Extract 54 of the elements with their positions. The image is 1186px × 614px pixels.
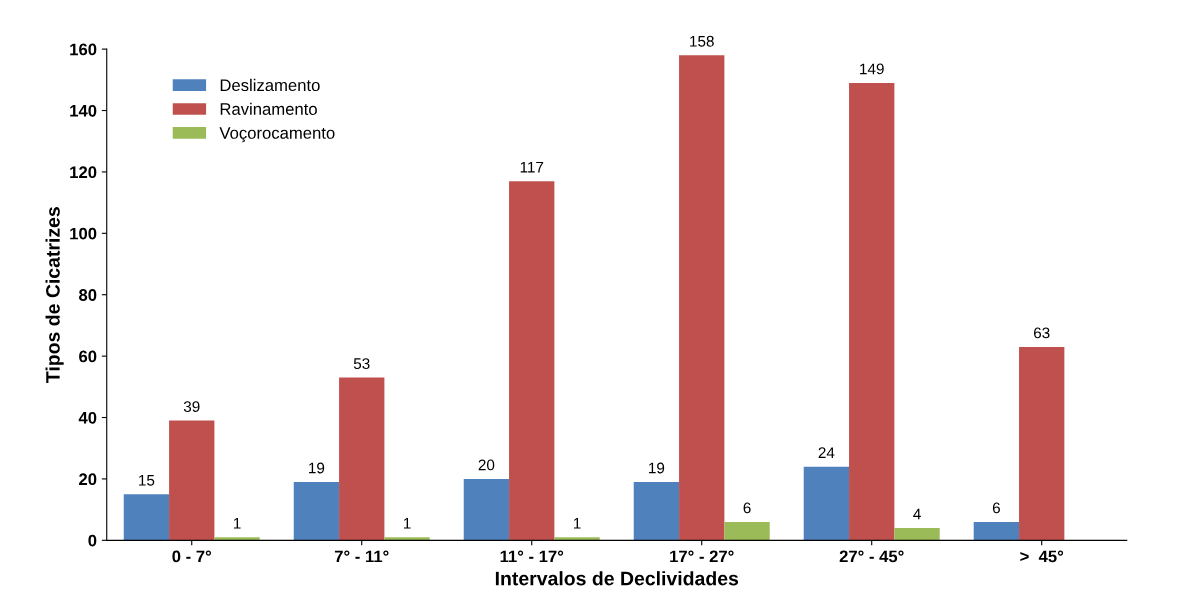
bar xyxy=(724,521,770,541)
data-label: 6 xyxy=(992,502,1000,514)
y-tick-label: 0 xyxy=(88,534,97,547)
bar xyxy=(849,82,895,541)
data-label: 24 xyxy=(818,447,835,458)
y-tick-label: 140 xyxy=(70,104,97,117)
data-label: 1 xyxy=(403,518,411,529)
bar xyxy=(384,537,430,541)
x-tick-label: 0 - 7° xyxy=(172,550,212,563)
data-label: 19 xyxy=(649,462,665,474)
x-tick-label: 27° - 45° xyxy=(839,550,904,563)
x-tick-label: > 45° xyxy=(1020,550,1064,563)
data-label: 20 xyxy=(478,459,495,471)
legend-label: Ravinamento xyxy=(220,102,317,115)
data-label: 1 xyxy=(573,518,581,529)
bar xyxy=(293,481,340,541)
y-tick-label: 160 xyxy=(70,43,97,56)
legend-label: Deslizamento xyxy=(220,78,320,92)
data-label: 15 xyxy=(139,475,155,486)
bar xyxy=(169,420,215,541)
x-tick-label: 17° - 27° xyxy=(670,550,734,563)
data-label: 19 xyxy=(309,462,325,474)
x-tick-label: 11° - 17° xyxy=(500,550,564,563)
data-label: 63 xyxy=(1033,327,1050,339)
data-label: 53 xyxy=(353,358,370,370)
bar xyxy=(894,528,940,541)
bar xyxy=(463,478,510,541)
data-label: 149 xyxy=(860,63,884,75)
y-tick-label: 20 xyxy=(79,473,97,486)
bar xyxy=(1019,346,1065,541)
bar xyxy=(554,537,600,541)
x-tick-label: 7° - 11° xyxy=(334,550,389,563)
legend-label: Voçorocamento xyxy=(219,127,335,143)
data-label: 6 xyxy=(743,502,751,514)
bar xyxy=(973,521,1020,541)
bar xyxy=(633,481,680,541)
bar xyxy=(679,55,725,541)
data-label: 158 xyxy=(690,35,714,47)
x-axis-title: Intervalos de Declividades xyxy=(495,571,739,586)
data-label: 4 xyxy=(913,508,921,520)
y-tick-label: 60 xyxy=(79,350,97,363)
y-tick-label: 40 xyxy=(78,411,97,424)
bar xyxy=(509,181,555,541)
y-axis-title: Tipos de Cicatrizes xyxy=(45,207,64,383)
bar xyxy=(339,377,385,541)
bar xyxy=(214,537,260,541)
y-tick-label: 80 xyxy=(79,289,97,301)
bar xyxy=(123,494,170,541)
y-tick-label: 100 xyxy=(70,227,97,240)
data-label: 39 xyxy=(183,401,200,413)
bar xyxy=(803,466,850,541)
data-label: 117 xyxy=(520,161,544,173)
y-tick-label: 120 xyxy=(70,166,97,179)
data-label: 1 xyxy=(233,518,241,529)
